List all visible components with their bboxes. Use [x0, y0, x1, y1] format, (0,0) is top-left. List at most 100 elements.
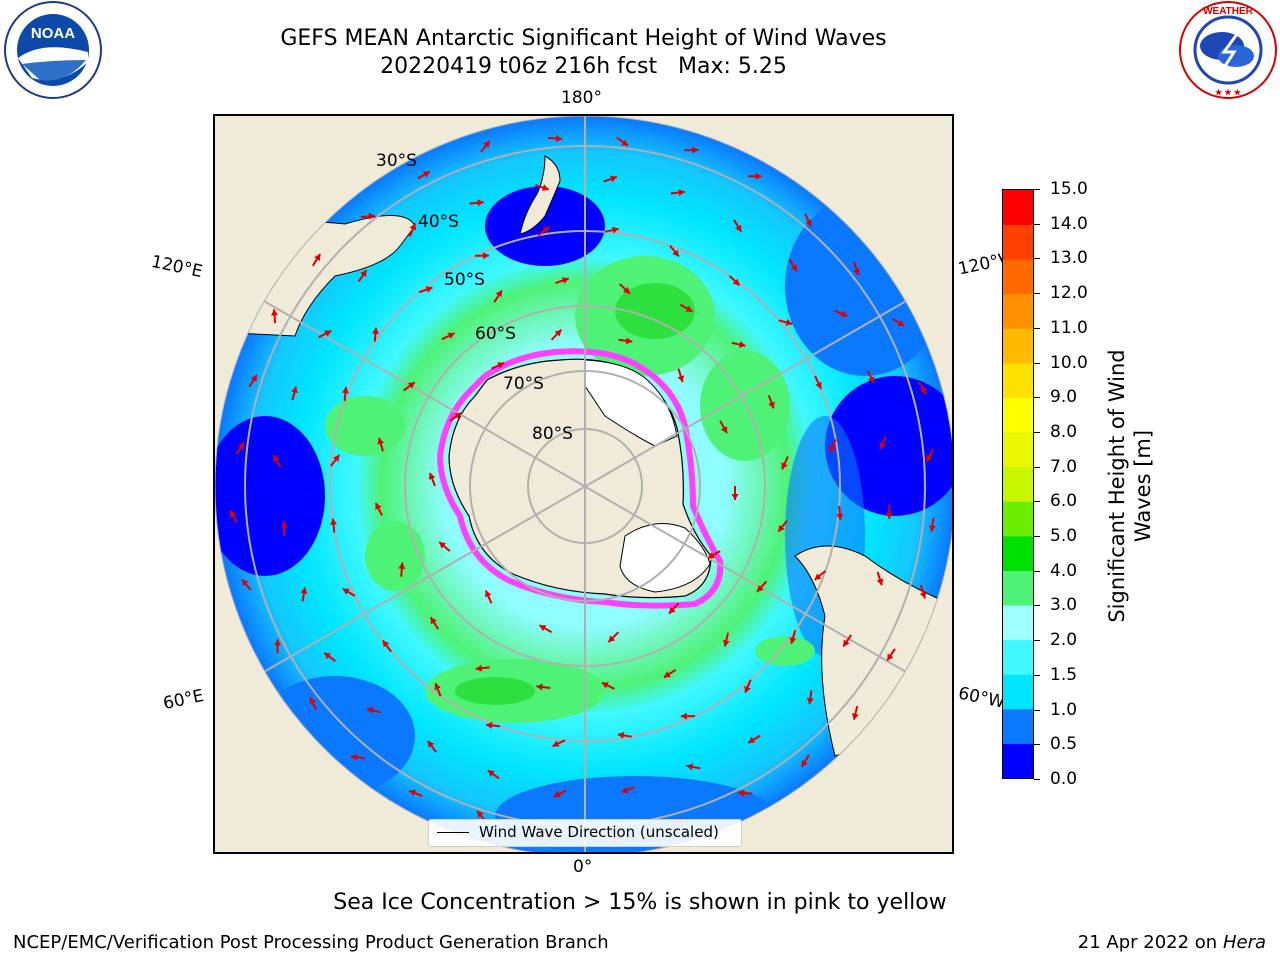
- wave-arrow-head: [554, 329, 562, 337]
- lon-label-0: 0°: [573, 857, 593, 877]
- colorbar-segment: [1003, 224, 1033, 260]
- wave-arrow-head: [680, 712, 687, 720]
- wave-arrow-head: [672, 249, 679, 257]
- colorbar-tick-label: 0.5: [1050, 734, 1078, 755]
- caption: Sea Ice Concentration > 15% is shown in …: [333, 890, 947, 915]
- wave-arrow-head: [853, 268, 860, 276]
- svg-text:★ ★ ★: ★ ★ ★: [1215, 88, 1242, 97]
- sea-ice-rim: [436, 348, 724, 609]
- colorbar-segment: [1003, 605, 1033, 641]
- wave-arrow-head: [879, 442, 886, 450]
- colorbar-tick-label: 5.0: [1050, 526, 1078, 547]
- wave-arrow-head: [398, 562, 406, 569]
- wave-arrow-head: [887, 653, 894, 661]
- colorbar-segment: [1003, 743, 1033, 778]
- colorbar-segment: [1003, 570, 1033, 606]
- wave-arrow-head: [897, 319, 905, 326]
- wave-arrow-head: [367, 706, 374, 714]
- wave-arrow-head: [447, 332, 455, 339]
- wave-arrow-head: [485, 590, 492, 598]
- wave-arrow-head: [271, 309, 278, 316]
- lat-label-60s: 60°S: [475, 324, 516, 344]
- wave-arrow-head: [722, 639, 730, 647]
- wave-arrow-head: [815, 381, 822, 389]
- footer-date: 21 Apr 2022 on Hera: [1078, 932, 1266, 953]
- colorbar-tick-label: 1.0: [1050, 699, 1078, 720]
- colorbar-tick-mark: [1034, 397, 1040, 399]
- wave-arrow-head: [919, 591, 927, 599]
- colorbar-segment: [1003, 293, 1033, 329]
- colorbar-tick-mark: [1034, 223, 1040, 225]
- wave-arrow-head: [840, 310, 848, 317]
- wave-arrow-head: [731, 494, 739, 500]
- wave-arrow-head: [552, 740, 560, 747]
- wave-arrow-head: [407, 382, 415, 389]
- wave-arrow-head: [483, 140, 490, 148]
- wave-arrow-head: [495, 290, 502, 298]
- wave-arrow-head: [920, 387, 927, 395]
- wave-arrow-head: [757, 585, 764, 592]
- wave-arrow-head: [309, 697, 316, 705]
- wave-arrow-head: [663, 671, 671, 678]
- colorbar-tick-label: 0.0: [1050, 769, 1078, 789]
- wave-arrow-head: [314, 254, 321, 261]
- wave-arrow-head: [375, 503, 382, 510]
- wave-arrow-head: [805, 219, 812, 227]
- wave-arrow-head: [237, 442, 245, 450]
- colorbar-tick-label: 6.0: [1050, 491, 1078, 512]
- wave-arrow-head: [539, 625, 547, 632]
- wave-arrow-head: [781, 462, 788, 470]
- wave-arrow-head: [300, 587, 308, 594]
- wave-arrow-head: [612, 226, 619, 234]
- wave-arrow-head: [739, 341, 746, 348]
- colorbar-tick-mark: [1034, 258, 1040, 260]
- wave-arrow-head: [928, 525, 936, 532]
- lat-label-50s: 50°S: [444, 270, 485, 290]
- colorbar-tick-mark: [1034, 709, 1040, 711]
- colorbar-tick-label: 8.0: [1050, 421, 1078, 442]
- legend-line: [437, 832, 469, 833]
- wave-arrow-head: [427, 740, 435, 748]
- wave-arrow-head: [250, 375, 257, 382]
- colorbar-segment: [1003, 328, 1033, 364]
- lat-label-40s: 40°S: [418, 212, 459, 232]
- wave-arrow-head: [377, 437, 385, 445]
- colorbar-tick-label: 11.0: [1050, 317, 1088, 338]
- wave-arrow-head: [425, 286, 433, 293]
- wave-arrow-head: [748, 736, 756, 743]
- wave-arrow-head: [541, 184, 549, 191]
- colorbar-tick-mark: [1034, 674, 1040, 676]
- wave-arrow-head: [814, 573, 822, 580]
- wave-arrow-head: [623, 286, 630, 294]
- colorbar-tick-mark: [1034, 501, 1040, 503]
- wave-arrow-head: [617, 731, 625, 739]
- wave-arrow-head: [621, 786, 629, 794]
- wave-arrow-head: [836, 513, 844, 520]
- colorbar-tick-mark: [1034, 362, 1040, 364]
- wave-arrow-head: [274, 639, 282, 646]
- colorbar-tick-mark: [1034, 189, 1040, 190]
- colorbar-segment: [1003, 501, 1033, 537]
- colorbar-tick-label: 9.0: [1050, 387, 1078, 408]
- colorbar-tick-label: 10.0: [1050, 352, 1088, 373]
- colorbar-label-text: Significant Height of Wind Waves [m]: [1105, 349, 1155, 623]
- colorbar-tick-mark: [1034, 744, 1040, 746]
- wave-arrow-head: [542, 226, 550, 234]
- colorbar-segment: [1003, 397, 1033, 433]
- colorbar-tick-label: 7.0: [1050, 456, 1078, 477]
- wave-arrow-head: [843, 639, 850, 647]
- colorbar-tick-label: 2.0: [1050, 630, 1078, 651]
- colorbar-tick-label: 1.5: [1050, 664, 1078, 685]
- lon-label-180: 180°: [561, 88, 602, 108]
- wave-arrow-head: [885, 512, 893, 519]
- map-title: GEFS MEAN Antarctic Significant Height o…: [280, 26, 887, 51]
- wave-arrow-head: [625, 337, 633, 345]
- colorbar-tick-label: 12.0: [1050, 283, 1088, 304]
- lat-label-70s: 70°S: [503, 374, 544, 394]
- wave-arrow-head: [678, 189, 685, 196]
- wave-arrow-head: [280, 521, 288, 528]
- colorbar-tick-mark: [1034, 431, 1040, 433]
- wave-arrow-head: [785, 319, 793, 326]
- map-legend: Wind Wave Direction (unscaled): [428, 819, 742, 847]
- colorbar-segment: [1003, 259, 1033, 295]
